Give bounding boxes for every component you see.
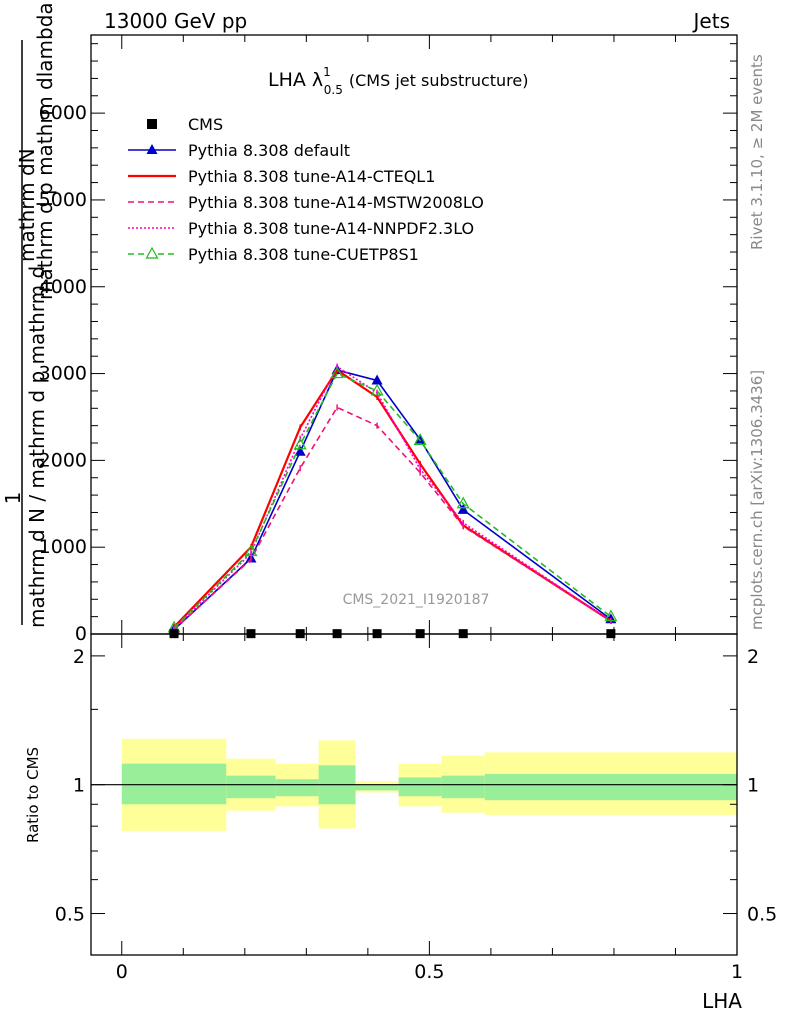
rivet-label: Rivet 3.1.10, ≥ 2M events	[748, 54, 766, 250]
legend-marker-4	[145, 246, 159, 259]
legend-marker-cms	[147, 119, 157, 129]
legend-label-2: Pythia 8.308 tune-A14-MSTW2008LO	[188, 193, 484, 212]
inner-band-4	[355, 784, 399, 791]
series-point-0-6	[457, 503, 469, 514]
ratio-y-axis-label: Ratio to CMS	[24, 747, 42, 843]
chart-title-main: LHA λ	[268, 69, 323, 91]
series-line-4	[173, 372, 612, 629]
ratio-ytick-label-r-1: 1	[747, 775, 759, 797]
plot-frames	[90, 34, 738, 956]
series-3	[173, 363, 612, 632]
category-label: Jets	[692, 9, 730, 33]
ratio-ytick-label-1: 1	[73, 775, 85, 797]
ratio-xtick-label-0: 0	[116, 961, 128, 983]
inner-band-0	[121, 763, 227, 805]
series-point-4-7	[604, 609, 618, 622]
legend-label-3: Pythia 8.308 tune-A14-NNPDF2.3LO	[188, 219, 474, 238]
ratio-ytick-label-2: 2	[73, 646, 85, 668]
x-axis-label: LHA	[702, 989, 742, 1013]
inner-band-6	[441, 775, 485, 799]
series-line-2	[173, 406, 612, 631]
ylabel-prefix: 1	[1, 492, 25, 505]
inner-band-1	[226, 775, 276, 799]
series-line-3	[173, 365, 612, 630]
series-point-0-2	[294, 445, 306, 456]
chart-title: LHA λ1 0.5 (CMS jet substructure)	[268, 65, 528, 97]
legend-label-4: Pythia 8.308 tune-CUETP8S1	[188, 245, 419, 264]
legend-marker-0	[146, 144, 158, 154]
legend-label-cms: CMS	[188, 115, 223, 134]
inner-band-2	[275, 779, 319, 797]
series-point-4-1	[244, 544, 258, 557]
series-1	[173, 367, 612, 631]
chart-title-sup: 1	[323, 65, 331, 79]
series-point-4-4	[370, 383, 384, 396]
inner-band-7	[484, 773, 737, 801]
main-ytick-label-4: 4000	[39, 276, 87, 298]
analysis-id: CMS_2021_I1920187	[343, 592, 490, 608]
main-ytick-label-2: 2000	[39, 449, 87, 471]
series-point-4-6	[456, 496, 470, 509]
series-point-0-4	[371, 374, 383, 385]
chart-title-sub: 0.5	[324, 83, 343, 97]
ratio-ytick-label-0: 0.5	[55, 904, 85, 926]
inner-band-5	[398, 777, 442, 797]
legend-label-0: Pythia 8.308 default	[188, 141, 350, 160]
series-line-1	[173, 368, 612, 628]
axis-ticks: 0 1000 2000 3000 4000 5000 6000 0 0.5 1 0.5 0.5 1 1 2 2	[39, 35, 777, 983]
ratio-ytick-label-r-0: 0.5	[747, 904, 777, 926]
series-point-4-2	[293, 437, 307, 450]
ratio-ytick-label-r-2: 2	[747, 646, 759, 668]
ylabel-numerator: mathrm dN	[15, 148, 39, 262]
series-line-0	[173, 369, 612, 631]
main-ytick-label-5: 5000	[39, 189, 87, 211]
legend: CMS Pythia 8.308 default Pythia 8.308 tune…	[128, 115, 484, 264]
ratio-xtick-label-2: 1	[731, 961, 743, 983]
main-ytick-label-1: 1000	[39, 536, 87, 558]
series-point-4-3	[330, 366, 344, 379]
chart-title-note: (CMS jet substructure)	[349, 71, 529, 90]
series-point-4-5	[413, 433, 427, 446]
main-y-axis-label: 1 mathrm dN mathrm d p mathrm dlambda ma…	[1, 2, 57, 628]
series-point-0-5	[414, 433, 426, 444]
ylabel-denominator: mathrm d N / mathrm d p mathrm d	[25, 266, 49, 628]
ratio-xtick-label-1: 0.5	[414, 961, 444, 983]
mcplots-label: mcplots.cern.ch [arXiv:1306.3436]	[748, 370, 766, 630]
legend-label-1: Pythia 8.308 tune-A14-CTEQL1	[188, 167, 435, 186]
energy-label: 13000 GeV pp	[104, 9, 247, 33]
main-ytick-label-6: 6000	[39, 102, 87, 124]
ratio-frame	[90, 633, 738, 956]
main-ytick-label-0: 0	[75, 623, 87, 645]
ylabel-numerator-2: mathrm d p mathrm dlambda	[33, 2, 57, 300]
main-ytick-label-3: 3000	[39, 363, 87, 385]
